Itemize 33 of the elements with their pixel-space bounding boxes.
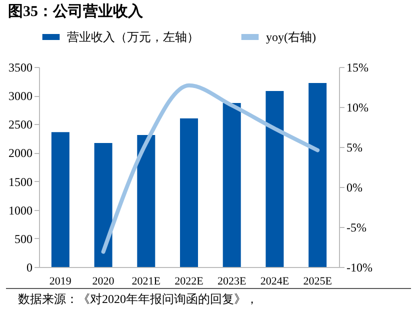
- y-tick-label: 0: [26, 260, 32, 274]
- chart-title: 图35：公司营业收入: [8, 3, 144, 20]
- legend-label: 营业收入（万元，左轴）: [67, 30, 199, 44]
- y2-tick-label: 15%: [346, 60, 368, 74]
- bar: [94, 143, 112, 267]
- bar: [266, 91, 284, 267]
- x-tick-label: 2024E: [260, 276, 290, 288]
- y2-tick-label: 10%: [346, 100, 368, 114]
- bar: [222, 103, 241, 267]
- y2-tick-label: 0%: [346, 180, 362, 194]
- y-tick-label: 2000: [8, 146, 32, 160]
- y2-tick-label: -5%: [346, 220, 366, 234]
- y-tick-label: 1000: [8, 203, 32, 218]
- y2-tick-label: -10%: [346, 260, 372, 274]
- bar: [180, 118, 198, 267]
- y-tick-label: 3000: [8, 89, 32, 104]
- x-tick-label: 2020: [92, 276, 115, 288]
- line-series: [101, 83, 320, 254]
- legend-label: yoy(右轴): [266, 30, 316, 44]
- y2-tick-label: 5%: [346, 140, 362, 154]
- bar: [51, 132, 70, 267]
- y-tick-label: 500: [14, 232, 32, 246]
- x-tick-label: 2021E: [132, 276, 161, 288]
- source-note: 数据来源：《对2020年年报问询函的回复》，: [18, 291, 259, 308]
- x-tick-label: 2023E: [217, 276, 246, 288]
- y-tick-label: 2500: [8, 118, 32, 132]
- x-tick-label: 2019: [49, 276, 72, 288]
- bar: [137, 135, 156, 267]
- x-tick-label: 2025E: [303, 276, 332, 288]
- y-tick-label: 1500: [8, 174, 32, 189]
- y-tick-label: 3500: [8, 60, 32, 74]
- bar: [308, 83, 327, 267]
- x-tick-label: 2022E: [174, 276, 204, 288]
